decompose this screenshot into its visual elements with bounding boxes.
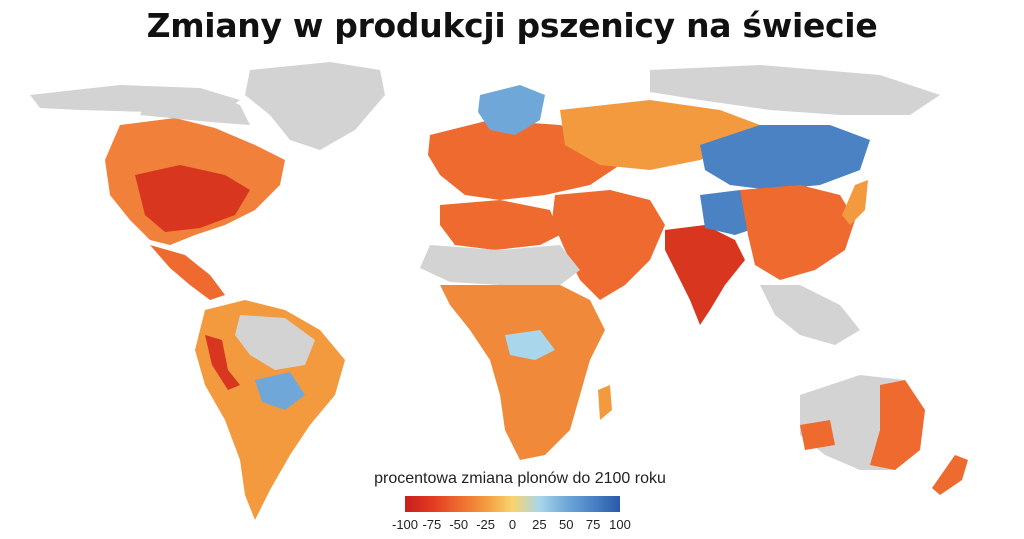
region-usa-south	[135, 165, 250, 232]
legend-tick-label: 100	[609, 517, 631, 532]
amazon	[235, 315, 315, 370]
legend-tick-label: -100	[391, 517, 419, 532]
southeast-asia	[760, 285, 860, 345]
world-map	[30, 62, 968, 520]
region-scandinavia	[478, 85, 545, 135]
legend-tick-label: 25	[532, 517, 547, 532]
legend-tick-label: -25	[476, 517, 496, 532]
andes-red	[205, 335, 240, 390]
south-america-blue	[255, 372, 305, 410]
legend-tick-label: 50	[559, 517, 574, 532]
region-siberia-mongolia	[700, 125, 870, 190]
legend-tick-label: -75	[422, 517, 442, 532]
legend-tick-label: -50	[449, 517, 469, 532]
legend-color-bar	[405, 496, 620, 512]
region-china	[740, 185, 855, 280]
canada-north	[140, 90, 250, 125]
region-middle-east	[552, 190, 665, 300]
siberia-north	[650, 65, 940, 115]
region-india	[665, 225, 745, 325]
australia-wheat	[870, 380, 925, 470]
region-central-america	[150, 245, 225, 300]
japan	[842, 180, 868, 225]
legend-tick-label: 75	[585, 517, 601, 532]
region-sub-saharan-africa	[440, 285, 605, 460]
madagascar	[598, 385, 612, 420]
legend-tick-label: 0	[508, 517, 517, 532]
map-title: Zmiany w produkcji pszenicy na świecie	[146, 6, 878, 45]
australia-southwest	[800, 420, 835, 450]
region-new-zealand	[932, 455, 968, 495]
region-north-africa	[440, 200, 560, 250]
sahara	[420, 245, 580, 285]
africa-blue	[505, 330, 555, 360]
greenland	[245, 62, 385, 150]
legend-title: procentowa zmiana plonów do 2100 roku	[374, 470, 666, 487]
legend-gradient	[405, 496, 620, 512]
